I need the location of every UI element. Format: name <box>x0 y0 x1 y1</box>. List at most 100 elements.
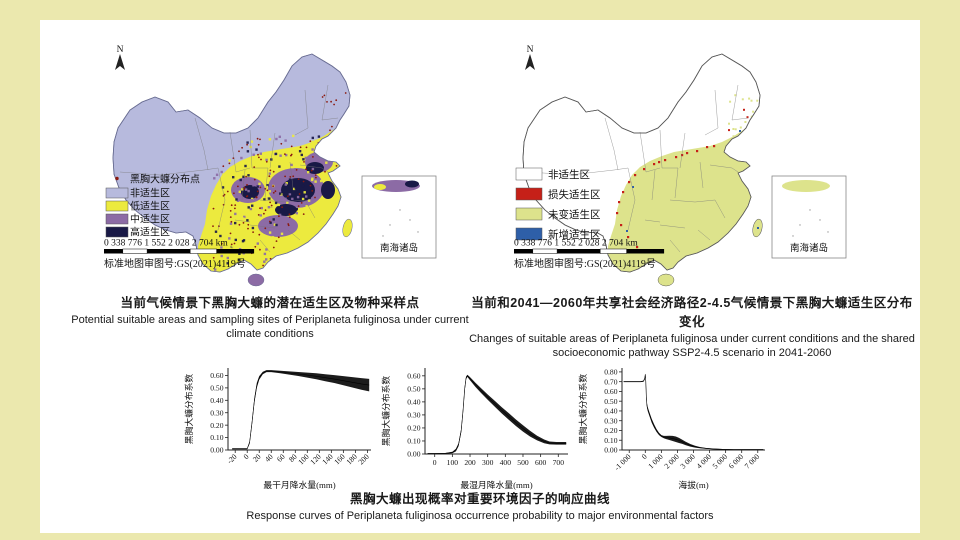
north-label: N <box>527 45 534 55</box>
north-arrow: N <box>115 45 125 70</box>
svg-text:黑胸大蠊分布系数: 黑胸大蠊分布系数 <box>183 374 194 445</box>
svg-text:0.60: 0.60 <box>407 371 420 380</box>
inset-label: 南海诸岛 <box>380 242 418 254</box>
south-china-sea-inset: 南海诸岛 <box>771 175 847 259</box>
svg-text:0.00: 0.00 <box>407 450 420 459</box>
slide-content-panel: N 黑胸大蠊分布点 非适生区 低适生区 中适生区 高适生区 0 338 776 … <box>40 20 920 533</box>
svg-text:0.40: 0.40 <box>407 397 420 406</box>
svg-text:0.00: 0.00 <box>604 446 617 455</box>
svg-text:5 000: 5 000 <box>711 452 730 471</box>
svg-text:0: 0 <box>433 458 437 467</box>
south-china-sea-inset: 南海诸岛 <box>361 175 437 259</box>
svg-text:400: 400 <box>500 458 512 467</box>
sample-point-swatch <box>115 176 119 181</box>
svg-text:40: 40 <box>263 452 275 464</box>
svg-text:海拔(m): 海拔(m) <box>678 479 708 490</box>
svg-text:0: 0 <box>242 452 251 461</box>
caption-left-en: Potential suitable areas and sampling si… <box>71 314 469 341</box>
inset-label: 南海诸岛 <box>790 242 828 254</box>
svg-text:0.30: 0.30 <box>604 416 617 425</box>
svg-text:0.10: 0.10 <box>210 433 223 442</box>
compass-needle-icon <box>525 54 535 70</box>
caption-right-en: Changes of suitable areas of Periplaneta… <box>469 333 915 360</box>
legend-label: 新增适生区 <box>548 228 601 241</box>
legend-change: 非适生区 损失适生区 未变适生区 新增适生区 <box>515 167 601 241</box>
svg-text:0.50: 0.50 <box>604 397 617 406</box>
map-suitability-change: N 非适生区 损失适生区 未变适生区 新增适生区 0 338 776 1 552… <box>514 45 847 287</box>
scale-text: 0 338 776 1 552 2 028 2 704 km <box>514 239 638 249</box>
compass-needle-icon <box>115 54 125 70</box>
map-license: 标准地图审图号:GS(2021)4119号 <box>514 257 656 270</box>
svg-text:0.10: 0.10 <box>407 437 420 446</box>
north-label: N <box>117 45 124 55</box>
map-current-suitable-areas: N 黑胸大蠊分布点 非适生区 低适生区 中适生区 高适生区 0 338 776 … <box>104 45 437 287</box>
chart-wettest-month-precipitation: 0.00 0.10 0.20 0.30 0.40 0.50 0.60 0 100 200 300 40… <box>380 368 568 490</box>
taiwan-added-speck <box>757 227 759 229</box>
svg-text:3 000: 3 000 <box>678 452 697 471</box>
svg-text:0.80: 0.80 <box>604 368 617 377</box>
svg-text:100: 100 <box>447 458 459 467</box>
svg-text:60: 60 <box>275 452 287 464</box>
legend-label: 黑胸大蠊分布点 <box>130 173 200 186</box>
svg-text:700: 700 <box>553 458 565 467</box>
legend-label: 非适生区 <box>548 168 590 181</box>
svg-text:7 000: 7 000 <box>743 452 762 471</box>
svg-text:0.20: 0.20 <box>407 424 420 433</box>
caption-left-zh: 当前气候情景下黑胸大蠊的潜在适生区及物种采样点 <box>120 296 420 310</box>
legend-swatch-unsuitable <box>105 187 129 199</box>
legend-label: 高适生区 <box>130 226 170 239</box>
caption-left: 当前气候情景下黑胸大蠊的潜在适生区及物种采样点 Potential suitab… <box>60 292 480 342</box>
legend-label: 未变适生区 <box>548 208 601 221</box>
inset-coast <box>782 180 830 192</box>
svg-text:0.60: 0.60 <box>210 371 223 380</box>
svg-text:0.20: 0.20 <box>604 426 617 435</box>
inset-coast-low <box>374 184 386 190</box>
svg-text:0.50: 0.50 <box>407 384 420 393</box>
svg-text:6 000: 6 000 <box>727 452 746 471</box>
scale-bar: 0 338 776 1 552 2 028 2 704 km <box>104 239 255 254</box>
svg-text:0.20: 0.20 <box>210 421 223 430</box>
caption-bottom: 黑胸大蠊出现概率对重要环境因子的响应曲线 Response curves of … <box>40 488 920 523</box>
legend-label: 非适生区 <box>130 187 170 200</box>
svg-text:0.60: 0.60 <box>604 387 617 396</box>
svg-text:200: 200 <box>464 458 476 467</box>
legend-swatch-mid <box>105 213 129 225</box>
legend-current: 黑胸大蠊分布点 非适生区 低适生区 中适生区 高适生区 <box>105 173 200 239</box>
legend-swatch-unchanged <box>515 207 543 221</box>
svg-text:0: 0 <box>640 452 649 461</box>
chart-elevation: 0.000.100.200.300.400.500.600.700.80 -1 0… <box>577 368 765 490</box>
svg-text:0.40: 0.40 <box>604 407 617 416</box>
legend-label: 低适生区 <box>130 200 170 213</box>
svg-text:200: 200 <box>356 452 371 467</box>
svg-text:-20: -20 <box>225 452 239 466</box>
legend-swatch-unsuitable <box>515 167 543 181</box>
legend-swatch-added <box>515 227 543 241</box>
svg-text:0.00: 0.00 <box>210 446 223 455</box>
svg-text:0.40: 0.40 <box>210 396 223 405</box>
svg-text:黑胸大蠊分布系数: 黑胸大蠊分布系数 <box>380 376 391 447</box>
response-curves-row: 0.00 0.10 0.20 0.30 0.40 0.50 0.60 -20 0 20 40 60 80… <box>182 360 773 490</box>
svg-text:1 000: 1 000 <box>646 452 665 471</box>
svg-text:0.50: 0.50 <box>210 383 223 392</box>
caption-right-zh: 当前和2041—2060年共享社会经济路径2-4.5气候情景下黑胸大蠊适生区分布… <box>471 296 913 329</box>
svg-text:0.30: 0.30 <box>407 411 420 420</box>
svg-text:2 000: 2 000 <box>662 452 681 471</box>
map-license: 标准地图审图号:GS(2021)4119号 <box>104 257 246 270</box>
chart-driest-month-precipitation: 0.00 0.10 0.20 0.30 0.40 0.50 0.60 -20 0 20 40 60 80… <box>183 368 371 490</box>
svg-text:300: 300 <box>482 458 494 467</box>
svg-text:最干月降水量(mm): 最干月降水量(mm) <box>263 479 335 490</box>
svg-text:500: 500 <box>517 458 529 467</box>
svg-text:0.70: 0.70 <box>604 377 617 386</box>
svg-text:-1 000: -1 000 <box>612 452 632 472</box>
caption-right: 当前和2041—2060年共享社会经济路径2-4.5气候情景下黑胸大蠊适生区分布… <box>468 292 916 361</box>
scale-bar: 0 338 776 1 552 2 028 2 704 km <box>514 239 665 254</box>
svg-text:4 000: 4 000 <box>695 452 714 471</box>
svg-text:0.10: 0.10 <box>604 436 617 445</box>
svg-text:0.30: 0.30 <box>210 408 223 417</box>
svg-text:黑胸大蠊分布系数: 黑胸大蠊分布系数 <box>577 374 588 445</box>
legend-swatch-high <box>105 226 129 238</box>
hainan-island <box>657 273 675 287</box>
north-arrow: N <box>525 45 535 70</box>
scale-text: 0 338 776 1 552 2 028 2 704 km <box>104 239 228 249</box>
